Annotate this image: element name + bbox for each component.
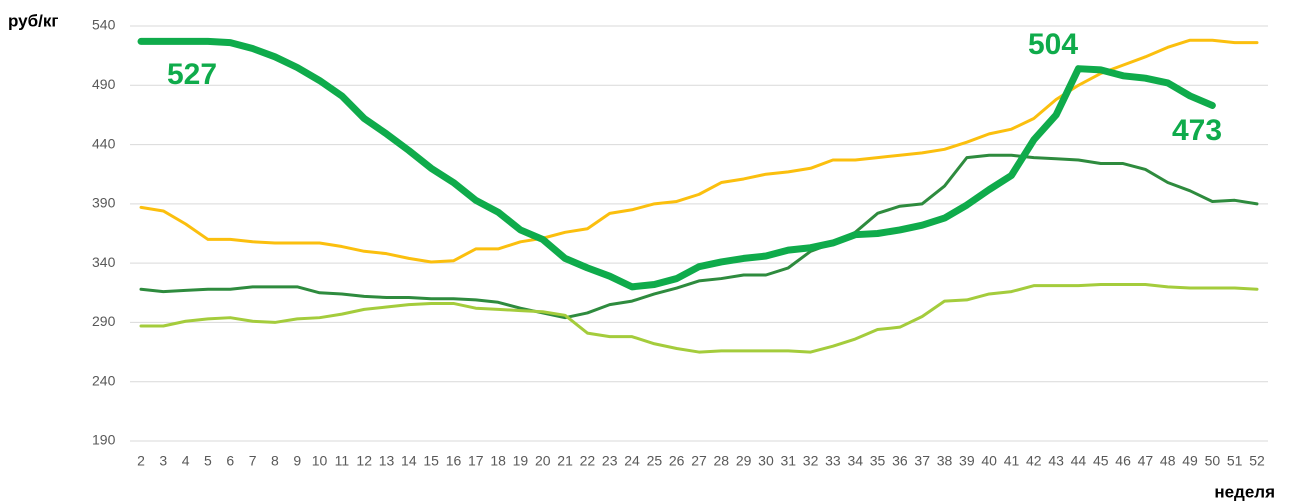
- series-line: [139, 153, 1259, 320]
- x-tick-label: 29: [736, 453, 752, 469]
- lines: [137, 37, 1259, 354]
- x-tick-label: 46: [1115, 453, 1131, 469]
- x-tick-label: 28: [714, 453, 730, 469]
- x-tick-label: 48: [1160, 453, 1176, 469]
- x-tick-label: 35: [870, 453, 886, 469]
- x-tick-label: 21: [557, 453, 573, 469]
- x-tick-label: 47: [1138, 453, 1154, 469]
- y-tick-label: 440: [92, 135, 116, 151]
- x-tick-label: 10: [312, 453, 328, 469]
- x-tick-label: 27: [691, 453, 707, 469]
- x-tick-label: 9: [293, 453, 301, 469]
- annotation: 473: [1172, 114, 1222, 147]
- x-tick-label: 37: [914, 453, 930, 469]
- x-tick-label: 34: [847, 453, 863, 469]
- y-tick-label: 540: [92, 17, 116, 33]
- x-tick-label: 39: [959, 453, 975, 469]
- x-tick-label: 41: [1004, 453, 1020, 469]
- y-tick-label: 240: [92, 372, 116, 388]
- x-tick-label: 5: [204, 453, 212, 469]
- x-tick-label: 38: [937, 453, 953, 469]
- x-tick-label: 50: [1205, 453, 1221, 469]
- x-tick-label: 7: [249, 453, 257, 469]
- x-tick-label: 4: [182, 453, 190, 469]
- series-line: [139, 282, 1259, 354]
- x-tick-label: 36: [892, 453, 908, 469]
- x-tick-label: 6: [226, 453, 234, 469]
- x-tick-label: 45: [1093, 453, 1109, 469]
- x-tick-label: 14: [401, 453, 417, 469]
- x-tick-label: 15: [423, 453, 439, 469]
- x-tick-label: 25: [647, 453, 663, 469]
- y-tick-label: 340: [92, 254, 116, 270]
- x-tick-label: 20: [535, 453, 551, 469]
- x-tick-label: 3: [159, 453, 167, 469]
- x-tick-label: 13: [379, 453, 395, 469]
- x-tick-label: 24: [624, 453, 640, 469]
- x-tick-label: 32: [803, 453, 819, 469]
- x-tick-label: 8: [271, 453, 279, 469]
- annotation: 504: [1028, 28, 1078, 61]
- y-tick-label: 490: [92, 76, 116, 92]
- series-line: [137, 37, 1216, 291]
- x-tick-label: 40: [981, 453, 997, 469]
- x-tick-label: 2: [137, 453, 145, 469]
- x-tick-label: 44: [1071, 453, 1087, 469]
- annotation: 527: [167, 58, 217, 91]
- x-tick-label: 52: [1249, 453, 1265, 469]
- x-tick-label: 31: [780, 453, 796, 469]
- x-tick-label: 11: [335, 453, 350, 469]
- x-tick-label: 42: [1026, 453, 1042, 469]
- x-tick-label: 43: [1048, 453, 1064, 469]
- x-tick-label: 17: [468, 453, 484, 469]
- x-tick-label: 12: [356, 453, 372, 469]
- x-tick-label: 30: [758, 453, 774, 469]
- x-tick-label: 51: [1227, 453, 1243, 469]
- x-tick-label: 26: [669, 453, 685, 469]
- x-axis-title: неделя: [1214, 482, 1275, 501]
- x-tick-label: 33: [825, 453, 841, 469]
- x-tick-label: 49: [1182, 453, 1198, 469]
- y-tick-label: 290: [92, 313, 116, 329]
- x-tick-label: 22: [580, 453, 596, 469]
- x-tick-label: 18: [490, 453, 506, 469]
- y-tick-label: 190: [92, 432, 116, 448]
- y-axis-title: руб/кг: [8, 11, 58, 30]
- x-tick-label: 19: [513, 453, 529, 469]
- y-tick-label: 390: [92, 195, 116, 211]
- x-tick-label: 16: [446, 453, 462, 469]
- x-tick-label: 23: [602, 453, 618, 469]
